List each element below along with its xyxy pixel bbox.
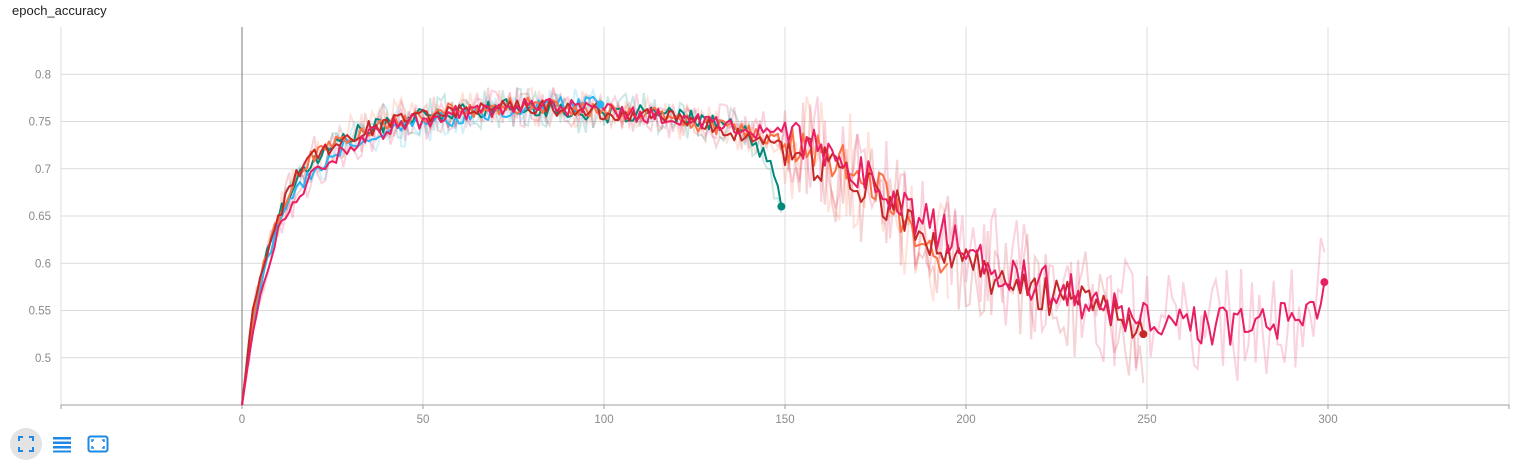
- series-raw-line: [241, 87, 783, 400]
- series-raw-line: [241, 86, 601, 403]
- y-tick-label: 0.6: [35, 258, 51, 270]
- line-chart: 0 50 100 150 200 250 300 0.5 0.55 0.6 0.65 0.7 0.75 0…: [29, 27, 1510, 424]
- tick-labels: 0 50 100 150 200 250 300 0.5 0.55 0.6 0.65 0.7 0.75 0…: [29, 69, 1338, 424]
- fit-domain-button[interactable]: [82, 428, 114, 460]
- chart-axes: [60, 27, 1510, 409]
- fit-domain-icon: [87, 435, 109, 453]
- y-tick-label: 0.7: [35, 164, 51, 176]
- x-tick-label: 50: [417, 414, 430, 424]
- y-tick-label: 0.5: [35, 353, 51, 365]
- x-tick-label: 150: [775, 414, 794, 424]
- x-tick-label: 100: [594, 414, 613, 424]
- x-tick-label: 300: [1318, 414, 1337, 424]
- chart-toolbar: [10, 428, 114, 460]
- series-end-point: [1139, 330, 1148, 339]
- x-tick-label: 200: [956, 414, 975, 424]
- toggle-log-scale-icon: [53, 437, 71, 453]
- y-tick-label: 0.65: [29, 211, 51, 223]
- toggle-log-scale-button[interactable]: [46, 428, 78, 460]
- y-tick-label: 0.75: [29, 117, 51, 129]
- series-line: [241, 95, 602, 406]
- y-tick-label: 0.55: [29, 306, 51, 318]
- series-end-markers: [596, 100, 1329, 339]
- series-end-point: [596, 100, 605, 109]
- series-end-point: [1320, 278, 1329, 287]
- y-tick-label: 0.8: [35, 69, 51, 81]
- expand-chart-icon: [18, 436, 34, 452]
- series-line: [241, 98, 783, 406]
- series-line: [241, 97, 1326, 406]
- series-line: [241, 96, 949, 406]
- smoothed-series-lines: [241, 95, 1326, 406]
- chart-title: epoch_accuracy: [12, 3, 107, 18]
- x-tick-label: 250: [1137, 414, 1156, 424]
- expand-chart-button[interactable]: [10, 428, 42, 460]
- series-end-point: [777, 202, 786, 211]
- x-tick-label: 0: [239, 414, 245, 424]
